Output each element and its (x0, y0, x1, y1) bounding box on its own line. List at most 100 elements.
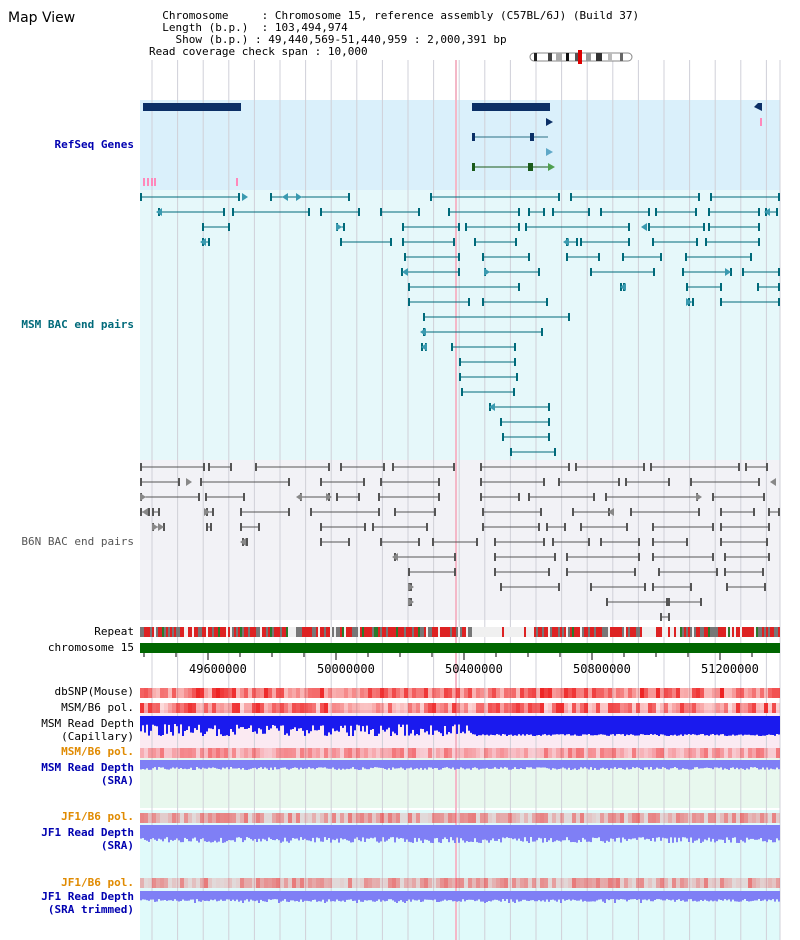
track-label-msm-depth-sra[interactable]: MSM Read Depth (41, 761, 134, 774)
track-label-dbsnp[interactable]: dbSNP(Mouse) (54, 685, 134, 698)
msm-bac-end-pair (238, 193, 240, 201)
read-depth-bar (446, 760, 448, 768)
read-depth-bar (628, 891, 630, 900)
polymorphism-band (408, 703, 412, 713)
read-depth-bar (442, 891, 444, 901)
polymorphism-band (376, 703, 380, 713)
gene-model (528, 163, 533, 171)
polymorphism-band (692, 703, 696, 713)
track-label-jf1-b6-pol-2[interactable]: JF1/B6 pol. (61, 876, 134, 889)
read-depth-bar (586, 760, 588, 769)
polymorphism-band (216, 813, 220, 823)
polymorphism-band (356, 688, 360, 698)
read-depth-bar (672, 825, 674, 843)
read-depth-bar (448, 716, 450, 732)
track-label-msm-b6-pol-2[interactable]: MSM/B6 pol. (61, 745, 134, 758)
polymorphism-band (568, 878, 572, 888)
polymorphism-band (612, 813, 616, 823)
read-depth-bar (250, 825, 252, 840)
track-label-jf1-depth[interactable]: JF1 Read Depth (41, 826, 134, 839)
msm-bac-end-pair (750, 253, 752, 261)
polymorphism-band (740, 878, 744, 888)
repeat-element (346, 627, 348, 637)
polymorphism-band (472, 878, 476, 888)
repeat-element (766, 627, 768, 637)
repeat-element (170, 627, 172, 637)
read-depth-bar (560, 825, 562, 842)
polymorphism-band (524, 703, 528, 713)
polymorphism-band (252, 748, 256, 758)
read-depth-bar (284, 825, 286, 838)
repeat-element (770, 627, 772, 637)
read-depth-bar (242, 891, 244, 903)
read-depth-bar (250, 760, 252, 769)
b6n-bac-end-pair (178, 478, 180, 486)
read-depth-bar (508, 716, 510, 735)
read-depth-bar (574, 760, 576, 769)
read-depth-bar (500, 716, 502, 736)
polymorphism-band (332, 813, 336, 823)
track-label-chromosome[interactable]: chromosome 15 (47, 641, 134, 654)
repeat-element (454, 627, 456, 637)
track-label-jf1-b6-pol[interactable]: JF1/B6 pol. (61, 810, 134, 823)
read-depth-bar (602, 891, 604, 902)
polymorphism-band (440, 748, 444, 758)
read-depth-bar (754, 760, 756, 768)
read-depth-bar (538, 716, 540, 735)
read-depth-bar (596, 716, 598, 736)
repeat-element (338, 627, 340, 637)
polymorphism-band (504, 813, 508, 823)
polymorphism-band (384, 703, 388, 713)
repeat-element (698, 627, 700, 637)
read-depth-bar (480, 716, 482, 736)
read-depth-bar (258, 760, 260, 768)
repeat-element (708, 627, 710, 637)
polymorphism-band (296, 813, 300, 823)
b6n-bac-end-pair (380, 538, 382, 546)
polymorphism-band (640, 813, 644, 823)
polymorphism-band (348, 748, 352, 758)
polymorphism-band (348, 878, 352, 888)
msm-bac-end-pair (525, 223, 527, 231)
polymorphism-band (544, 688, 548, 698)
b6n-bac-end-pair (408, 568, 410, 576)
b6n-bac-end-pair (668, 613, 670, 621)
read-depth-bar (576, 825, 578, 843)
track-label-msm-b6-pol[interactable]: MSM/B6 pol. (61, 701, 134, 714)
read-depth-bar (334, 891, 336, 902)
read-depth-bar (392, 716, 394, 732)
read-depth-bar (286, 716, 288, 734)
repeat-element (430, 627, 432, 637)
polymorphism-band (300, 878, 304, 888)
b6n-bac-end-pair (643, 463, 645, 471)
polymorphism-band (528, 748, 532, 758)
read-depth-bar (566, 891, 568, 900)
coverage-key: Read coverage check span (149, 45, 308, 58)
msm-bac-end-pair (778, 283, 780, 291)
read-depth-bar (702, 825, 704, 842)
polymorphism-band (188, 878, 192, 888)
track-label-repeat[interactable]: Repeat (94, 625, 134, 638)
read-depth-bar (534, 716, 536, 736)
read-depth-bar (330, 760, 332, 769)
track-label-msm-bac[interactable]: MSM BAC end pairs (21, 318, 134, 331)
polymorphism-band (712, 703, 716, 713)
polymorphism-band (520, 703, 524, 713)
polymorphism-band (148, 748, 152, 758)
track-label-b6n-bac[interactable]: B6N BAC end pairs (21, 535, 134, 548)
track-label-refseq[interactable]: RefSeq Genes (54, 138, 134, 151)
read-depth-bar (300, 825, 302, 838)
polymorphism-band (756, 748, 760, 758)
read-depth-bar (460, 760, 462, 768)
msm-bac-end-pair (514, 358, 516, 366)
read-depth-bar (684, 825, 686, 838)
gene-model (472, 103, 550, 111)
polymorphism-band (492, 878, 496, 888)
polymorphism-band (576, 688, 580, 698)
read-depth-bar (728, 716, 730, 736)
track-label-jf1-trim[interactable]: JF1 Read Depth (41, 890, 134, 903)
track-label-msm-depth-cap[interactable]: MSM Read Depth (41, 717, 134, 730)
read-depth-bar (554, 891, 556, 901)
polymorphism-band (760, 688, 764, 698)
read-depth-bar (568, 716, 570, 735)
